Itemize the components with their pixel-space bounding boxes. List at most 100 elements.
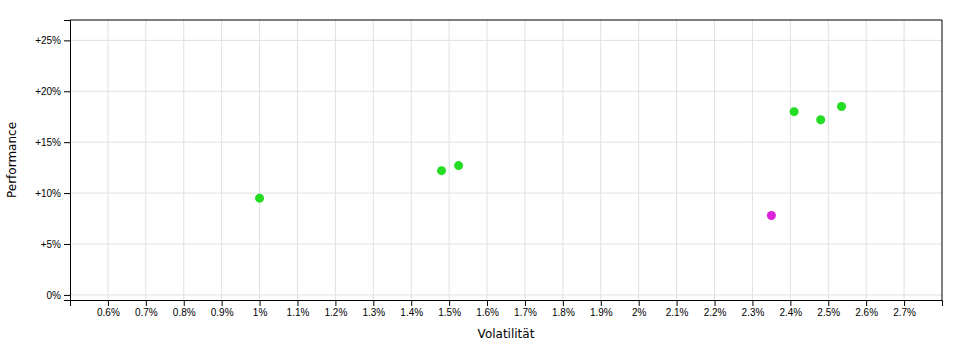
tick-mark	[64, 295, 70, 296]
grid-line	[638, 20, 639, 300]
tick: 1.8%	[552, 300, 575, 318]
grid-line	[752, 20, 753, 300]
tick: 2.5%	[817, 300, 840, 318]
tick: 2.2%	[704, 300, 727, 318]
point	[767, 211, 776, 220]
tick: 2.3%	[742, 300, 765, 318]
tick-mark	[64, 91, 70, 92]
tick: 1.2%	[324, 300, 347, 318]
tick-mark	[411, 300, 412, 306]
tick-mark	[64, 193, 70, 194]
tick: 1.3%	[362, 300, 385, 318]
series	[255, 102, 846, 203]
tick-label: +5%	[41, 239, 61, 250]
grid-line	[411, 20, 412, 300]
grid-line	[562, 20, 563, 300]
tick-label: 0.6%	[97, 307, 120, 318]
tick-label: 0.7%	[135, 307, 158, 318]
tick-mark	[866, 300, 867, 306]
series	[767, 211, 776, 220]
tick-label: 2.3%	[742, 307, 765, 318]
frame	[70, 20, 942, 21]
tick-mark	[64, 40, 70, 41]
x-axis: 0.6% 0.7% 0.8% 0.9% 1% 1.1% 1.2% 1.3% 1.4% 1.5% 1.…	[71, 300, 943, 318]
grid-line	[70, 294, 942, 295]
grid-line	[70, 40, 942, 41]
grid-line	[107, 20, 108, 300]
grid-line	[259, 20, 260, 300]
grid	[70, 20, 942, 300]
tick: +20%	[35, 86, 70, 97]
tick-mark	[525, 300, 526, 306]
tick-label: 1.4%	[400, 307, 423, 318]
grid-line	[70, 193, 942, 194]
tick-mark	[563, 300, 564, 306]
tick-mark	[64, 142, 70, 143]
tick-label: 1.6%	[476, 307, 499, 318]
x-axis-title: Volatilität	[478, 327, 535, 341]
grid-line	[183, 20, 184, 300]
grid-line	[600, 20, 601, 300]
tick-mark	[487, 300, 488, 306]
tick-mark	[715, 300, 716, 306]
tick: 1.6%	[476, 300, 499, 318]
y-axis-title: Performance	[5, 122, 19, 198]
tick-label: 1.5%	[438, 307, 461, 318]
point	[454, 161, 463, 170]
tick: 1%	[253, 300, 268, 318]
tick-label: 0%	[47, 290, 62, 301]
grid-line	[790, 20, 791, 300]
tick: +5%	[41, 239, 70, 250]
tick-mark	[449, 300, 450, 306]
tick-mark	[335, 300, 336, 306]
tick: 2.6%	[855, 300, 878, 318]
tick-label: 1.1%	[287, 307, 310, 318]
grid-line	[904, 20, 905, 300]
tick-label: 2.5%	[817, 307, 840, 318]
grid-line	[487, 20, 488, 300]
tick-mark	[64, 244, 70, 245]
tick-mark	[677, 300, 678, 306]
tick-mark	[790, 300, 791, 306]
grid-line	[676, 20, 677, 300]
tick-mark	[639, 300, 640, 306]
tick-mark	[260, 300, 261, 306]
tick: 0%	[47, 290, 70, 301]
tick-mark	[752, 300, 753, 306]
tick-label: 1.8%	[552, 307, 575, 318]
tick-label: 1.3%	[362, 307, 385, 318]
point	[255, 194, 264, 203]
axis-line	[71, 301, 943, 307]
point	[837, 102, 846, 111]
grid-line	[70, 142, 942, 143]
tick-label: 0.9%	[211, 307, 234, 318]
grid-line	[866, 20, 867, 300]
point	[790, 107, 799, 116]
tick: 1.9%	[590, 300, 613, 318]
tick-label: +20%	[35, 86, 61, 97]
tick-mark	[222, 300, 223, 306]
tick: 0.7%	[135, 300, 158, 318]
tick: 0.9%	[211, 300, 234, 318]
tick: 0.6%	[97, 300, 120, 318]
tick-label: 0.8%	[173, 307, 196, 318]
axis-line	[64, 21, 71, 301]
grid-line	[524, 20, 525, 300]
frame	[942, 20, 943, 300]
tick-mark	[108, 300, 109, 306]
grid-line	[145, 20, 146, 300]
grid-line	[449, 20, 450, 300]
tick-label: 2.1%	[666, 307, 689, 318]
grid-line	[373, 20, 374, 300]
chart: 0.6% 0.7% 0.8% 0.9% 1% 1.1% 1.2% 1.3% 1.4% 1.5% 1.…	[0, 0, 966, 350]
tick-mark	[601, 300, 602, 306]
tick: 2.4%	[779, 300, 802, 318]
tick: 1.7%	[514, 300, 537, 318]
tick-mark	[904, 300, 905, 306]
grid-line	[828, 20, 829, 300]
tick: +25%	[35, 35, 70, 46]
tick-mark	[828, 300, 829, 306]
tick-mark	[184, 300, 185, 306]
tick-mark	[373, 300, 374, 306]
tick: +15%	[35, 137, 70, 148]
